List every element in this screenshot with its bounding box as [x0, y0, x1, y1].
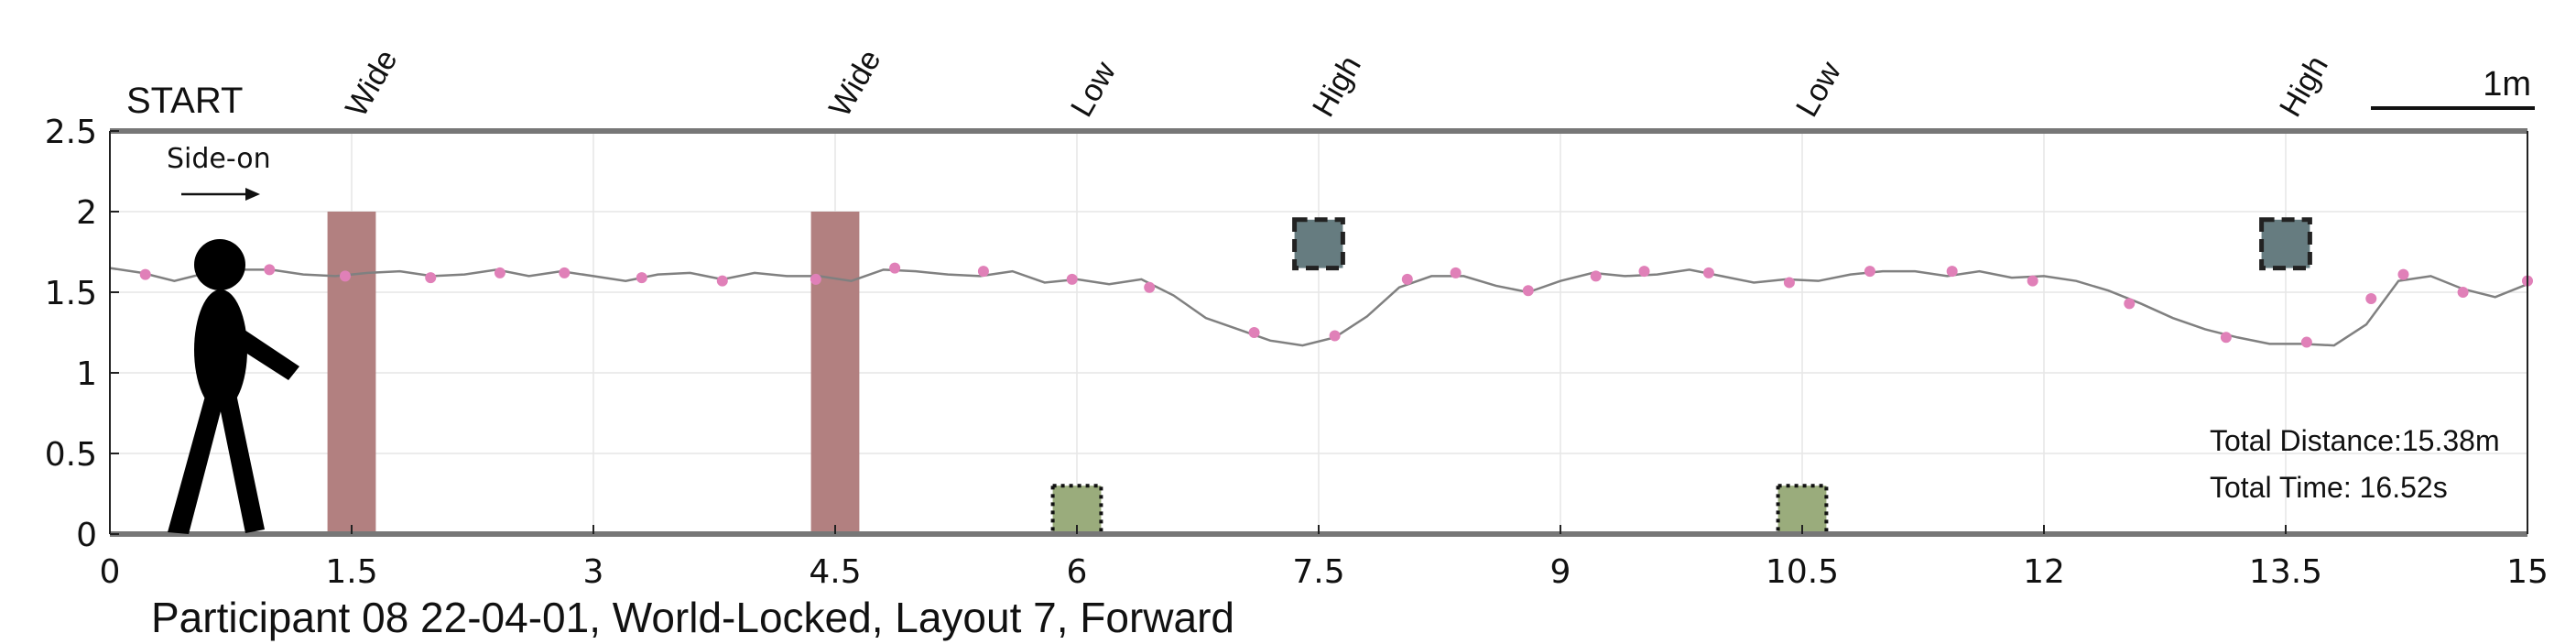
y-tick-label-2: 1 — [76, 355, 97, 393]
obstacle-label-5: High — [2273, 49, 2335, 123]
y-tick-label-3: 1.5 — [45, 275, 97, 312]
scale-bar-label: 1m — [2483, 65, 2531, 104]
y-tick-label-0: 0 — [76, 517, 97, 554]
trajectory-marker-22 — [1864, 266, 1875, 278]
x-tick-label-7: 10.5 — [1766, 553, 1839, 591]
trajectory-marker-2 — [339, 270, 351, 282]
obstacle-label-2: Low — [1064, 56, 1123, 123]
trajectory-marker-16 — [1450, 267, 1462, 278]
trajectory-marker-15 — [1401, 273, 1413, 285]
x-tick-label-2: 3 — [583, 553, 604, 591]
obstacles — [327, 212, 2312, 537]
trajectory-marker-12 — [1144, 281, 1156, 293]
series — [109, 262, 2533, 348]
trajectory-marker-18 — [1590, 270, 1602, 282]
trajectory-marker-5 — [559, 267, 571, 278]
y-tick-label-5: 2.5 — [45, 114, 97, 151]
trajectory-marker-11 — [1066, 273, 1078, 285]
y-tick-label-4: 2 — [76, 194, 97, 232]
trajectory-marker-27 — [2300, 336, 2312, 348]
trajectory-marker-30 — [2457, 287, 2469, 298]
trajectory-marker-0 — [139, 268, 151, 280]
trajectory-marker-9 — [889, 262, 901, 274]
y-tick-label-1: 0.5 — [45, 436, 97, 474]
x-tick-label-10: 15 — [2506, 553, 2549, 591]
trajectory-marker-3 — [425, 272, 437, 284]
trajectory-marker-14 — [1329, 330, 1341, 342]
x-tick-label-8: 12 — [2023, 553, 2065, 591]
trajectory-marker-20 — [1702, 267, 1714, 278]
trajectory-marker-23 — [1946, 266, 1958, 278]
trajectory-marker-4 — [494, 267, 505, 278]
walking-person-icon — [168, 239, 299, 534]
obstacle-wide-0 — [327, 212, 376, 534]
x-tick-label-6: 9 — [1550, 553, 1571, 591]
x-tick-label-3: 4.5 — [809, 553, 861, 591]
total-time-label: Total Time: 16.52s — [2210, 471, 2448, 504]
x-tick-label-9: 13.5 — [2249, 553, 2322, 591]
trajectory-marker-29 — [2397, 268, 2409, 280]
trajectory-marker-13 — [1248, 327, 1260, 338]
x-tick-label-0: 0 — [100, 553, 121, 591]
trajectory-marker-19 — [1638, 266, 1650, 278]
trajectory-marker-8 — [810, 273, 821, 285]
trajectory-marker-1 — [264, 264, 276, 276]
trajectory-marker-21 — [1783, 277, 1795, 289]
obstacle-label-3: High — [1306, 49, 1368, 123]
obstacle-label-1: Wide — [822, 44, 888, 123]
axes — [109, 128, 2528, 537]
trajectory-marker-24 — [2027, 275, 2038, 287]
obstacle-wide-1 — [810, 212, 860, 534]
trajectory-marker-6 — [636, 272, 647, 284]
x-tick-label-1: 1.5 — [325, 553, 377, 591]
total-distance-label: Total Distance:15.38m — [2210, 424, 2500, 457]
trajectory-marker-26 — [2220, 332, 2232, 344]
x-tick-label-4: 6 — [1067, 553, 1088, 591]
trajectory-marker-17 — [1522, 285, 1534, 297]
direction-arrow-icon — [181, 188, 260, 201]
trajectory-marker-10 — [977, 266, 989, 278]
obstacle-label-4: Low — [1789, 56, 1848, 123]
trajectory-line-0 — [109, 267, 2528, 347]
x-tick-label-5: 7.5 — [1292, 553, 1344, 591]
start-label: START — [126, 81, 243, 121]
trajectory-marker-7 — [716, 275, 728, 287]
obstacle-high-5 — [2259, 217, 2312, 271]
obstacle-label-0: Wide — [339, 44, 405, 123]
chart-title: Participant 08 22-04-01, World-Locked, L… — [151, 594, 1234, 641]
direction-label: Side-on — [167, 143, 271, 175]
obstacle-high-3 — [1292, 217, 1345, 271]
grid — [109, 130, 2528, 535]
trajectory-marker-25 — [2124, 298, 2136, 310]
trajectory-marker-28 — [2365, 293, 2377, 305]
